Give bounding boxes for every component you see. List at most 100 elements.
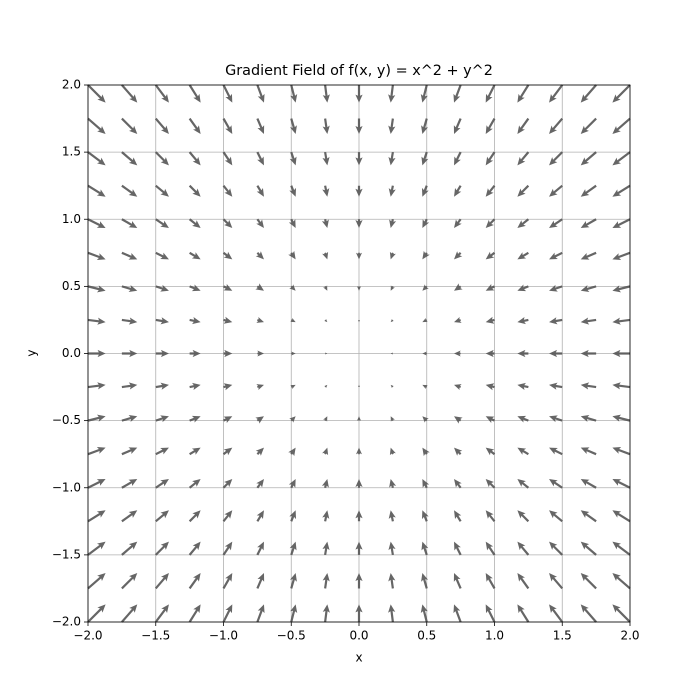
arrow <box>421 118 429 134</box>
arrow <box>357 416 361 421</box>
arrow <box>188 541 201 556</box>
arrow <box>322 151 330 166</box>
arrow <box>289 541 297 556</box>
arrow <box>188 510 201 523</box>
arrow <box>87 604 106 623</box>
arrow <box>87 151 106 166</box>
arrow <box>87 478 106 489</box>
arrow <box>289 510 297 522</box>
arrow <box>580 510 597 523</box>
arrow <box>388 541 396 556</box>
arrow <box>358 384 360 388</box>
plot-frame <box>87 84 631 623</box>
arrow <box>485 251 496 260</box>
arrow <box>87 541 106 556</box>
arrow <box>355 541 363 555</box>
arrow <box>121 285 138 293</box>
arrow <box>189 284 201 292</box>
arrow <box>388 573 396 589</box>
arrow <box>485 283 495 291</box>
x-tick-label: 2.0 <box>620 629 639 643</box>
arrow <box>549 184 563 197</box>
arrow <box>155 251 169 260</box>
arrow <box>223 416 233 424</box>
arrow <box>222 185 233 197</box>
arrow <box>454 151 462 166</box>
arrow <box>255 416 264 424</box>
arrow <box>121 84 138 103</box>
arrow <box>322 118 330 134</box>
arrow <box>222 118 233 134</box>
arrow <box>485 218 496 229</box>
arrow <box>356 447 362 455</box>
arrow <box>421 541 429 556</box>
arrow <box>388 84 396 103</box>
arrow <box>256 573 265 589</box>
arrow <box>612 218 631 229</box>
arrow <box>517 151 530 166</box>
arrow <box>355 510 363 522</box>
arrow <box>517 382 529 390</box>
arrow <box>155 415 169 423</box>
arrow <box>87 382 106 390</box>
arrow <box>189 349 201 358</box>
arrow <box>422 478 430 489</box>
arrow <box>388 118 396 134</box>
arrow <box>612 151 631 166</box>
arrow <box>154 151 169 166</box>
arrow <box>87 510 106 523</box>
arrow <box>549 84 564 103</box>
arrow <box>155 510 169 523</box>
arrow <box>189 317 201 325</box>
arrow <box>485 316 495 324</box>
arrow <box>421 151 429 166</box>
arrow <box>290 384 296 390</box>
arrow <box>549 382 563 390</box>
arrow <box>121 151 138 166</box>
y-tick-label: 2.0 <box>62 78 81 92</box>
arrow <box>222 478 233 489</box>
arrow <box>580 604 597 623</box>
arrow <box>289 416 296 423</box>
arrow <box>549 251 563 260</box>
arrow <box>154 84 169 103</box>
arrow <box>485 118 496 134</box>
arrow <box>322 84 330 103</box>
arrow <box>324 318 328 323</box>
arrow <box>121 447 138 456</box>
arrow <box>256 384 264 391</box>
arrow <box>256 185 264 197</box>
arrow <box>323 285 328 291</box>
arrow <box>188 573 201 590</box>
arrow <box>517 284 529 292</box>
arrow <box>580 218 597 229</box>
arrow <box>256 541 264 556</box>
arrow <box>288 447 296 457</box>
x-tick-label: −2.0 <box>73 629 102 643</box>
arrow <box>549 447 563 456</box>
arrow <box>454 283 463 291</box>
arrow <box>612 349 630 358</box>
arrow <box>255 283 264 291</box>
arrow <box>454 447 463 456</box>
arrow <box>189 251 201 260</box>
arrow <box>580 382 597 390</box>
arrow <box>121 478 138 489</box>
arrow <box>549 510 563 523</box>
arrow <box>549 573 564 590</box>
arrow <box>485 416 495 424</box>
arrow <box>388 185 396 197</box>
arrow <box>454 541 462 556</box>
arrow <box>580 447 597 456</box>
arrow <box>288 478 296 489</box>
arrow <box>485 478 496 489</box>
arrow <box>121 510 138 523</box>
arrow <box>154 117 169 134</box>
arrow <box>549 284 563 292</box>
arrow <box>155 317 169 325</box>
arrow <box>454 316 462 323</box>
arrow <box>188 184 201 197</box>
arrow <box>485 541 496 556</box>
arrow <box>291 351 296 356</box>
arrow <box>87 447 106 456</box>
